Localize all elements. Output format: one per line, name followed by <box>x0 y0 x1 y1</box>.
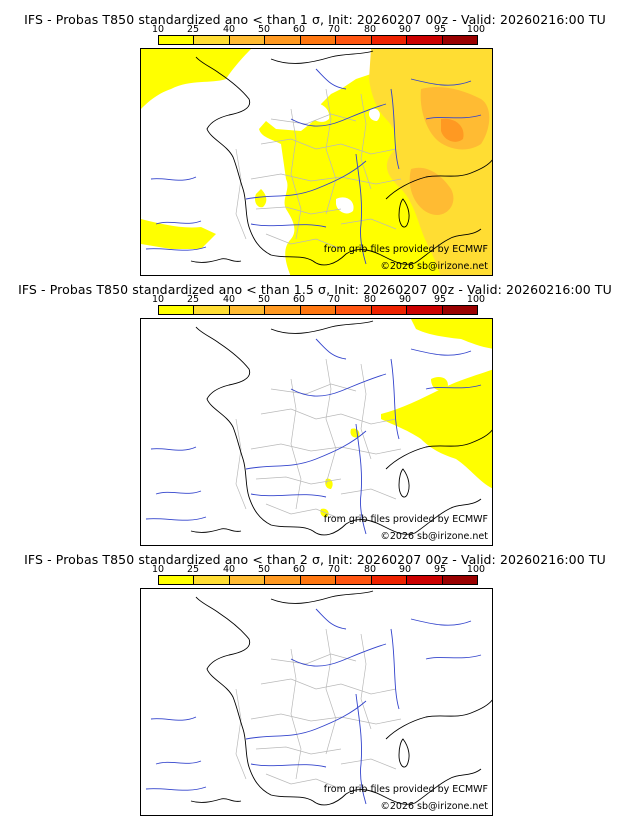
probability-map: from grib files provided by ECMWF ©2026 … <box>140 318 493 546</box>
scale-swatch <box>371 306 408 314</box>
scale-label: 60 <box>292 24 306 35</box>
scale-swatch <box>159 306 195 314</box>
scale-swatch <box>442 576 477 584</box>
scale-swatch <box>371 576 408 584</box>
scale-label: 100 <box>466 564 486 575</box>
scale-label: 95 <box>433 564 447 575</box>
map-graphic <box>141 49 492 275</box>
panel-3: IFS - Probas T850 standardized ano < tha… <box>0 540 630 816</box>
scale-swatch <box>229 36 266 44</box>
color-scale-bar <box>158 305 478 315</box>
color-scale-labels: 10 25 40 50 60 70 80 90 95 100 <box>143 294 493 306</box>
scale-label: 95 <box>433 294 447 305</box>
scale-swatch <box>194 36 230 44</box>
scale-label: 25 <box>186 294 200 305</box>
scale-swatch <box>407 576 443 584</box>
map-graphic <box>145 590 492 806</box>
panel-title: IFS - Probas T850 standardized ano < tha… <box>24 12 606 27</box>
scale-swatch <box>407 306 443 314</box>
scale-label: 40 <box>222 24 236 35</box>
prob-area <box>431 377 448 391</box>
scale-label: 80 <box>363 564 377 575</box>
source-credit: from grib files provided by ECMWF <box>323 784 488 795</box>
scale-label: 70 <box>327 294 341 305</box>
scale-label: 40 <box>222 564 236 575</box>
color-scale-bar <box>158 575 478 585</box>
scale-label: 90 <box>398 294 412 305</box>
scale-label: 70 <box>327 564 341 575</box>
scale-label: 50 <box>257 294 271 305</box>
scale-label: 40 <box>222 294 236 305</box>
scale-label: 10 <box>151 24 165 35</box>
copyright-text: ©2026 sb@irizone.net <box>380 261 488 272</box>
scale-label: 60 <box>292 294 306 305</box>
scale-label: 25 <box>186 564 200 575</box>
scale-label: 90 <box>398 24 412 35</box>
no-prob-hole <box>369 108 380 121</box>
color-scale-labels: 10 25 40 50 60 70 80 90 95 100 <box>143 24 493 36</box>
color-scale-labels: 10 25 40 50 60 70 80 90 95 100 <box>143 564 493 576</box>
probability-map: from grib files provided by ECMWF ©2026 … <box>140 588 493 816</box>
scale-label: 90 <box>398 564 412 575</box>
color-scale-bar <box>158 35 478 45</box>
scale-label: 25 <box>186 24 200 35</box>
scale-label: 80 <box>363 24 377 35</box>
scale-swatch <box>265 36 301 44</box>
scale-label: 60 <box>292 564 306 575</box>
prob-area <box>350 428 360 438</box>
panel-2: IFS - Probas T850 standardized ano < tha… <box>0 270 630 546</box>
scale-label: 50 <box>257 24 271 35</box>
panel-title: IFS - Probas T850 standardized ano < tha… <box>24 552 606 567</box>
prob-area <box>381 369 492 489</box>
prob-area <box>320 508 329 518</box>
scale-label: 95 <box>433 24 447 35</box>
scale-swatch <box>371 36 408 44</box>
scale-swatch <box>194 306 230 314</box>
scale-swatch <box>300 36 337 44</box>
scale-label: 50 <box>257 564 271 575</box>
scale-swatch <box>336 576 372 584</box>
scale-swatch <box>336 36 372 44</box>
source-credit: from grib files provided by ECMWF <box>323 244 488 255</box>
prob-area <box>409 167 454 215</box>
scale-swatch <box>336 306 372 314</box>
scale-label: 10 <box>151 564 165 575</box>
scale-swatch <box>229 576 266 584</box>
prob-area <box>420 87 490 150</box>
copyright-text: ©2026 sb@irizone.net <box>380 801 488 812</box>
probability-map: from grib files provided by ECMWF ©2026 … <box>140 48 493 276</box>
prob-area <box>411 319 492 349</box>
scale-swatch <box>265 576 301 584</box>
panel-title: IFS - Probas T850 standardized ano < tha… <box>18 282 612 297</box>
scale-swatch <box>229 306 266 314</box>
map-graphic <box>145 319 492 536</box>
scale-swatch <box>442 306 477 314</box>
scale-swatch <box>159 36 195 44</box>
scale-swatch <box>300 306 337 314</box>
source-credit: from grib files provided by ECMWF <box>323 514 488 525</box>
no-prob-hole <box>309 103 330 122</box>
scale-swatch <box>300 576 337 584</box>
prob-area <box>141 219 216 249</box>
panel-1: IFS - Probas T850 standardized ano < tha… <box>0 0 630 276</box>
scale-label: 10 <box>151 294 165 305</box>
scale-swatch <box>407 36 443 44</box>
scale-label: 100 <box>466 294 486 305</box>
scale-swatch <box>194 576 230 584</box>
copyright-text: ©2026 sb@irizone.net <box>380 531 488 542</box>
prob-area <box>141 49 251 109</box>
prob-area <box>254 189 267 208</box>
scale-label: 70 <box>327 24 341 35</box>
scale-swatch <box>442 36 477 44</box>
scale-swatch <box>159 576 195 584</box>
prob-area <box>441 118 464 142</box>
scale-swatch <box>265 306 301 314</box>
scale-label: 100 <box>466 24 486 35</box>
scale-label: 80 <box>363 294 377 305</box>
